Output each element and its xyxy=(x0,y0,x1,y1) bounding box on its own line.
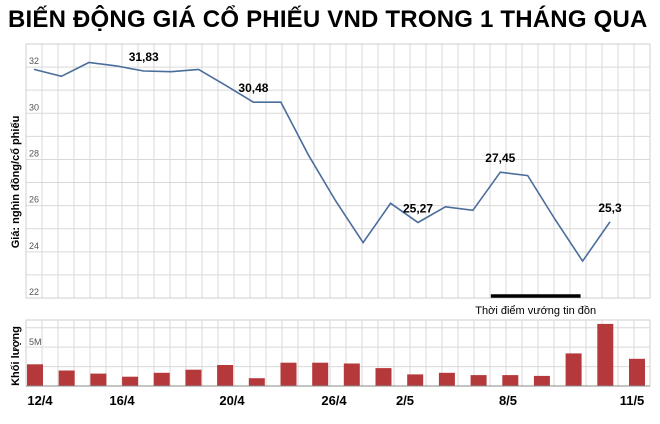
volume-bar xyxy=(470,375,487,386)
price-y-ticks: 22 24 26 28 30 32 xyxy=(29,56,39,297)
price-data-label: 25,3 xyxy=(598,201,622,215)
x-axis-labels: 12/4 16/4 20/4 26/4 2/5 8/5 11/5 xyxy=(27,393,644,408)
volume-y-ticks: 5M xyxy=(29,337,42,347)
volume-bar xyxy=(565,353,582,386)
volume-bar xyxy=(217,365,234,386)
price-plot-area xyxy=(26,44,650,298)
volume-y-axis-label: Khối lượng xyxy=(10,326,22,386)
volume-bar xyxy=(438,372,455,386)
volume-bar xyxy=(407,374,424,386)
x-tick-label: 11/5 xyxy=(620,393,645,408)
price-data-label: 30,48 xyxy=(238,81,268,95)
price-line xyxy=(33,61,611,263)
volume-bar xyxy=(185,369,202,386)
rumor-period-label: Thời điểm vướng tin đồn xyxy=(475,305,596,317)
price-y-tick: 32 xyxy=(29,56,39,66)
chart-title: BIẾN ĐỘNG GIÁ CỔ PHIẾU VND TRONG 1 THÁNG… xyxy=(8,6,648,33)
volume-grid xyxy=(25,319,651,387)
volume-bar xyxy=(312,362,329,386)
volume-bar xyxy=(375,368,392,386)
price-y-tick: 26 xyxy=(29,195,39,205)
volume-bars xyxy=(27,323,645,386)
volume-bar xyxy=(153,372,170,386)
price-y-tick: 22 xyxy=(29,287,39,297)
x-tick-label: 12/4 xyxy=(27,393,53,408)
volume-y-tick: 5M xyxy=(29,337,42,347)
x-tick-label: 20/4 xyxy=(219,393,245,408)
price-y-tick: 24 xyxy=(29,241,39,251)
volume-bar xyxy=(90,373,107,386)
volume-bar xyxy=(122,376,139,386)
volume-bar xyxy=(343,363,360,386)
x-tick-label: 2/5 xyxy=(396,393,414,408)
volume-plot-border xyxy=(25,319,651,387)
volume-bar xyxy=(502,375,519,386)
price-data-label: 27,45 xyxy=(485,151,515,165)
x-tick-label: 16/4 xyxy=(109,393,135,408)
volume-bar xyxy=(597,323,614,386)
volume-bar xyxy=(280,362,297,386)
price-data-labels: 31,83 30,48 25,27 27,45 25,3 xyxy=(129,50,622,215)
price-y-tick: 30 xyxy=(29,102,39,112)
volume-bar xyxy=(27,364,43,386)
volume-bar xyxy=(58,370,75,386)
price-y-axis-label: Giá: nghìn đồng/cổ phiếu xyxy=(10,116,22,249)
x-tick-label: 26/4 xyxy=(321,393,347,408)
price-data-label: 31,83 xyxy=(129,50,159,64)
x-tick-label: 8/5 xyxy=(499,393,517,408)
volume-bar xyxy=(533,375,550,386)
price-data-label: 25,27 xyxy=(403,201,433,215)
price-plot-border xyxy=(25,43,651,299)
volume-bar xyxy=(629,358,645,386)
volume-bar xyxy=(248,378,265,386)
price-y-tick: 28 xyxy=(29,148,39,158)
